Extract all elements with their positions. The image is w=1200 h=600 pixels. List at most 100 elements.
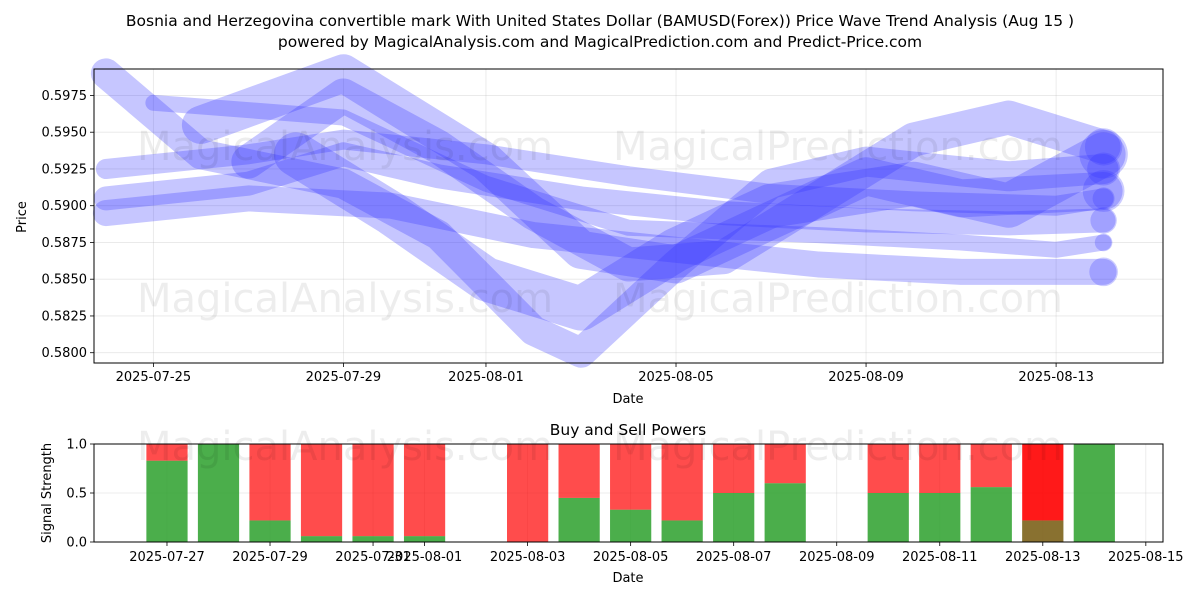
sell-power-bar (249, 444, 291, 521)
price-y-axis-label: Price (15, 201, 30, 233)
watermark-analysis-bottom: MagicalAnalysis.com (137, 424, 553, 470)
price-x-tick-label: 2025-07-25 (116, 370, 192, 385)
sell-power-bar (610, 444, 652, 510)
buy-power-bar (352, 536, 394, 542)
signal-bars (146, 444, 1115, 542)
sell-power-bar (867, 444, 909, 493)
price-y-tick-label: 0.5925 (42, 162, 88, 177)
wave-series-end-point (1084, 128, 1123, 166)
buy-power-bar (300, 536, 343, 542)
wave-series-line (90, 58, 1119, 368)
signal-y-axis-label: Signal Strength (40, 443, 55, 543)
signal-x-tick-label: 2025-08-03 (490, 550, 566, 565)
signal-y-tick-label: 1.0 (66, 438, 87, 453)
wave-series-end-point (1090, 207, 1117, 234)
price-x-tick-label: 2025-08-09 (828, 370, 904, 385)
wave-series-line (181, 54, 1123, 284)
buy-power-bar (146, 460, 188, 542)
price-x-axis-label: Date (612, 392, 643, 407)
wave-series-line (95, 129, 1114, 216)
signal-y-tick-label: 0.0 (66, 536, 87, 551)
signal-x-tick-label: 2025-08-07 (696, 550, 772, 565)
wave-series-line (273, 132, 1126, 331)
sell-power-bar (146, 444, 188, 461)
price-y-tick-label: 0.5825 (42, 309, 88, 324)
watermark-prediction-top: MagicalPrediction.com (613, 124, 1063, 170)
signal-x-tick-label: 2025-08-01 (387, 550, 463, 565)
buy-power-bar-overlay (1022, 520, 1064, 542)
price-waves (90, 54, 1128, 368)
buy-power-bar (197, 444, 240, 542)
sell-power-bar (1022, 444, 1064, 521)
sell-power-bar (713, 444, 755, 493)
buy-power-bar (919, 493, 961, 542)
buy-power-bar (661, 520, 703, 542)
sell-power-bar (919, 444, 961, 493)
sell-power-bar (970, 444, 1012, 488)
price-x-tick-label: 2025-08-13 (1018, 370, 1094, 385)
wave-series-end-point (1079, 130, 1128, 179)
sell-power-bar (403, 444, 446, 537)
chart-title-line1: Bosnia and Herzegovina convertible mark … (126, 12, 1074, 30)
wave-series-line (92, 185, 1117, 285)
watermark-prediction-bottom: MagicalPrediction.com (613, 424, 1063, 470)
buy-power-bar (1073, 444, 1115, 542)
signal-x-tick-label: 2025-07-31 (335, 550, 411, 565)
price-panel: MagicalAnalysis.com MagicalPrediction.co… (15, 54, 1164, 407)
buy-power-bar (713, 493, 755, 542)
buy-power-bar (764, 483, 806, 542)
signal-axes: 2025-07-27 2025-07-29 2025-07-312025-08-01… (66, 438, 1183, 566)
wave-series-end-point (1092, 187, 1115, 210)
price-x-tick-label: 2025-08-05 (638, 370, 714, 385)
watermark-analysis-mid: MagicalAnalysis.com (137, 276, 553, 322)
sell-power-bar (352, 444, 394, 537)
signal-x-tick-label: 2025-07-27 (129, 550, 205, 565)
chart-title-line2: powered by MagicalAnalysis.com and Magic… (278, 33, 922, 51)
sell-power-bar (300, 444, 343, 537)
price-x-tick-label: 2025-08-01 (448, 370, 524, 385)
wave-series-end-point (1082, 170, 1125, 212)
signal-watermarks: MagicalAnalysis.com MagicalPrediction.co… (137, 424, 1063, 470)
wave-series-end-point (1089, 257, 1118, 287)
sell-power-bar (764, 444, 806, 484)
signal-x-tick-label: 2025-08-11 (902, 550, 978, 565)
price-gridlines (94, 69, 1163, 363)
price-y-tick-label: 0.5800 (42, 346, 88, 361)
price-y-tick-label: 0.5950 (42, 126, 88, 141)
price-axes: 2025-07-25 2025-07-29 2025-08-01 2025-08-05… (42, 89, 1094, 385)
wave-series-line (145, 94, 1112, 258)
signal-x-tick-label: 2025-08-15 (1108, 550, 1184, 565)
price-y-tick-label: 0.5975 (42, 89, 88, 104)
buy-power-bar (558, 497, 600, 542)
price-watermarks: MagicalAnalysis.com MagicalPrediction.co… (137, 124, 1063, 322)
signal-panel-title: Buy and Sell Powers (550, 421, 707, 439)
wave-series-line (93, 142, 1116, 236)
price-plot-frame (93, 68, 1164, 364)
wave-series-line (231, 78, 1121, 282)
sell-power-bar (558, 444, 600, 498)
wave-series-end-point (1087, 152, 1121, 186)
price-y-tick-label: 0.5875 (42, 236, 88, 251)
watermark-prediction-mid: MagicalPrediction.com (613, 276, 1063, 322)
signal-y-tick-label: 0.5 (66, 487, 87, 502)
sell-power-bar (507, 444, 549, 542)
price-y-tick-label: 0.5900 (42, 199, 88, 214)
buy-power-bar (1022, 520, 1064, 542)
buy-power-bar (249, 520, 291, 542)
watermark-analysis-top: MagicalAnalysis.com (137, 124, 553, 170)
signal-x-tick-label: 2025-08-09 (799, 550, 875, 565)
buy-power-bar (867, 493, 909, 542)
buy-power-bar (610, 509, 652, 542)
wave-series-end-point (1094, 233, 1113, 252)
buy-power-bar (970, 487, 1012, 542)
sell-power-bar (661, 444, 703, 521)
signal-x-tick-label: 2025-08-05 (593, 550, 669, 565)
signal-x-tick-label: 2025-07-29 (232, 550, 308, 565)
price-y-tick-label: 0.5850 (42, 273, 88, 288)
signal-x-axis-label: Date (612, 571, 643, 586)
price-x-tick-label: 2025-07-29 (306, 370, 382, 385)
signal-panel: Buy and Sell Powers MagicalAnalysis.com … (40, 421, 1184, 586)
signal-x-tick-label: 2025-08-13 (1005, 550, 1081, 565)
buy-power-bar (403, 536, 446, 542)
